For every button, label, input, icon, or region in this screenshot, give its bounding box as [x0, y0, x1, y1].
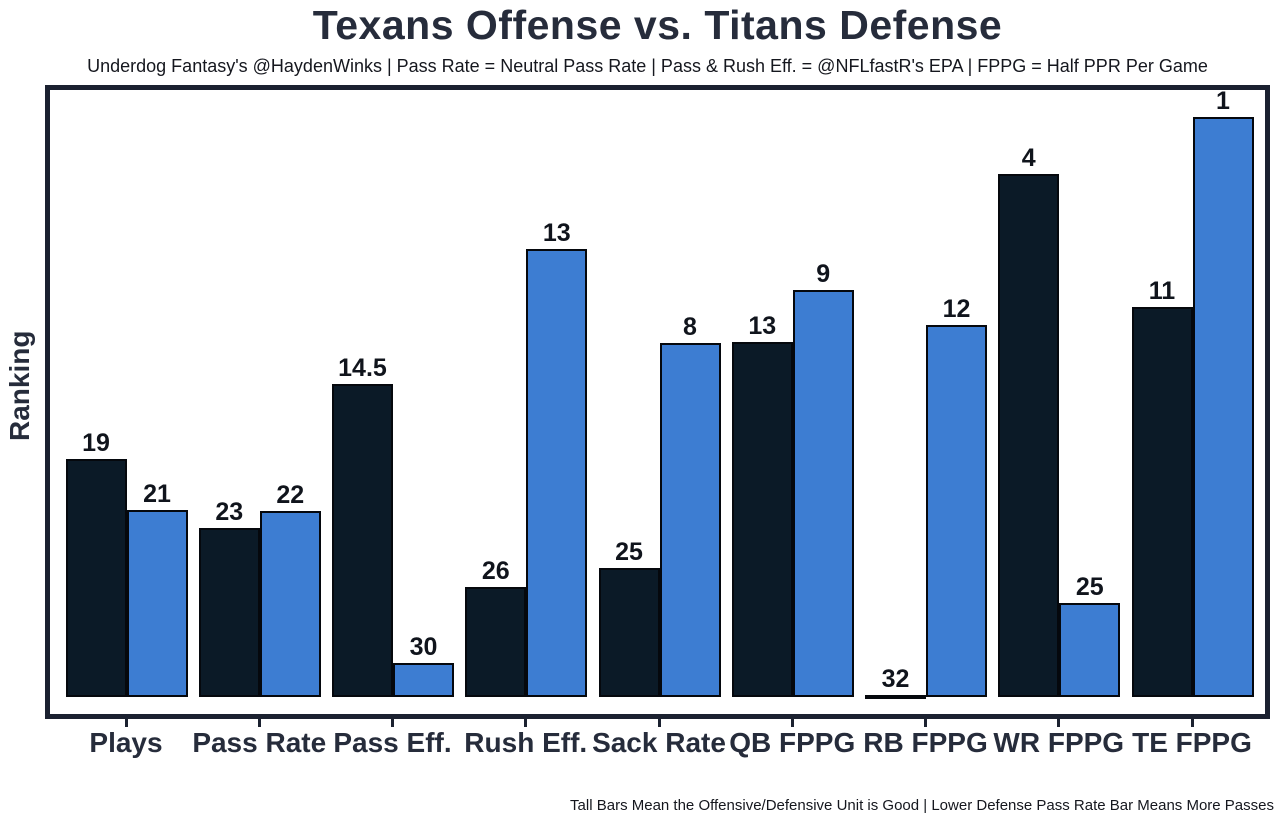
bar-texans-offense-pass-eff	[332, 383, 393, 697]
x-axis-tick-rb-fppg	[924, 719, 927, 727]
bar-value-texans-offense-te-fppg: 11	[1148, 276, 1176, 305]
bar-value-titans-defense-qb-fppg: 9	[816, 259, 831, 288]
bar-value-texans-offense-pass-rate: 23	[215, 497, 244, 526]
bar-texans-offense-plays	[65, 458, 127, 697]
x-axis-label-te-fppg: TE FPPG	[1132, 727, 1252, 758]
bar-value-titans-defense-rush-eff: 13	[542, 218, 571, 247]
x-axis-tick-pass-eff	[391, 719, 394, 727]
bar-value-texans-offense-qb-fppg: 13	[748, 311, 777, 340]
bar-titans-defense-te-fppg	[1192, 116, 1254, 697]
bar-value-titans-defense-pass-rate: 22	[276, 480, 305, 509]
bar-texans-offense-wr-fppg	[998, 173, 1060, 697]
bar-titans-defense-pass-rate	[259, 510, 321, 697]
chart-title: Texans Offense vs. Titans Defense	[312, 2, 1003, 48]
bar-titans-defense-plays	[126, 510, 188, 697]
bar-value-texans-offense-rb-fppg: 32	[881, 664, 910, 693]
chart-subtitle: Underdog Fantasy's @HaydenWinks | Pass R…	[87, 56, 1208, 76]
bar-value-titans-defense-pass-eff: 30	[409, 632, 438, 661]
x-axis-label-rb-fppg: RB FPPG	[863, 727, 988, 758]
bar-value-titans-defense-plays: 21	[143, 480, 171, 508]
x-axis-tick-plays	[124, 719, 128, 727]
x-axis-tick-te-fppg	[1190, 719, 1194, 727]
bar-value-titans-defense-wr-fppg: 25	[1075, 572, 1104, 601]
bar-texans-offense-pass-rate	[198, 527, 260, 697]
bar-value-texans-offense-wr-fppg: 4	[1021, 143, 1036, 172]
x-axis-label-qb-fppg: QB FPPG	[729, 727, 856, 758]
x-axis-tick-rush-eff	[524, 719, 528, 727]
x-axis-tick-qb-fppg	[790, 719, 794, 727]
x-axis-label-sack-rate: Sack Rate	[592, 727, 726, 758]
x-axis-label-wr-fppg: WR FPPG	[993, 727, 1125, 758]
y-axis-label: Ranking	[4, 330, 35, 442]
bar-value-titans-defense-rb-fppg: 12	[942, 294, 971, 323]
bar-titans-defense-pass-eff	[393, 662, 454, 697]
bar-value-titans-defense-te-fppg: 1	[1216, 86, 1230, 115]
bar-texans-offense-rb-fppg	[865, 694, 926, 699]
bar-value-texans-offense-rush-eff: 26	[481, 556, 510, 585]
bar-texans-offense-qb-fppg	[731, 341, 793, 697]
x-axis-label-rush-eff: Rush Eff.	[464, 727, 588, 758]
plot-area: 19 21 23 22 14.5 30 26 13 25 8 13 9 32 12 4 25 11 1	[45, 85, 1270, 719]
x-axis-label-pass-rate: Pass Rate	[192, 727, 327, 758]
bar-texans-offense-te-fppg	[1131, 306, 1193, 697]
x-axis-label-plays: Plays	[89, 727, 163, 758]
bar-titans-defense-sack-rate	[659, 342, 721, 697]
x-axis-tick-sack-rate	[657, 719, 661, 727]
bar-value-texans-offense-plays: 19	[82, 428, 110, 457]
bar-titans-defense-qb-fppg	[792, 289, 854, 697]
bar-texans-offense-rush-eff	[465, 586, 527, 697]
bar-titans-defense-rush-eff	[526, 248, 588, 697]
bar-titans-defense-wr-fppg	[1059, 602, 1121, 697]
bar-texans-offense-sack-rate	[598, 567, 660, 697]
x-axis-tick-wr-fppg	[1057, 719, 1061, 727]
bar-titans-defense-rb-fppg	[926, 324, 987, 697]
bar-value-texans-offense-pass-eff: 14.5	[338, 353, 387, 382]
x-axis-tick-pass-rate	[257, 719, 261, 727]
bar-value-texans-offense-sack-rate: 25	[615, 537, 643, 566]
bar-value-titans-defense-sack-rate: 8	[683, 312, 697, 341]
footnote: Tall Bars Mean the Offensive/Defensive U…	[570, 797, 1274, 814]
x-axis-label-pass-eff: Pass Eff.	[333, 727, 452, 758]
